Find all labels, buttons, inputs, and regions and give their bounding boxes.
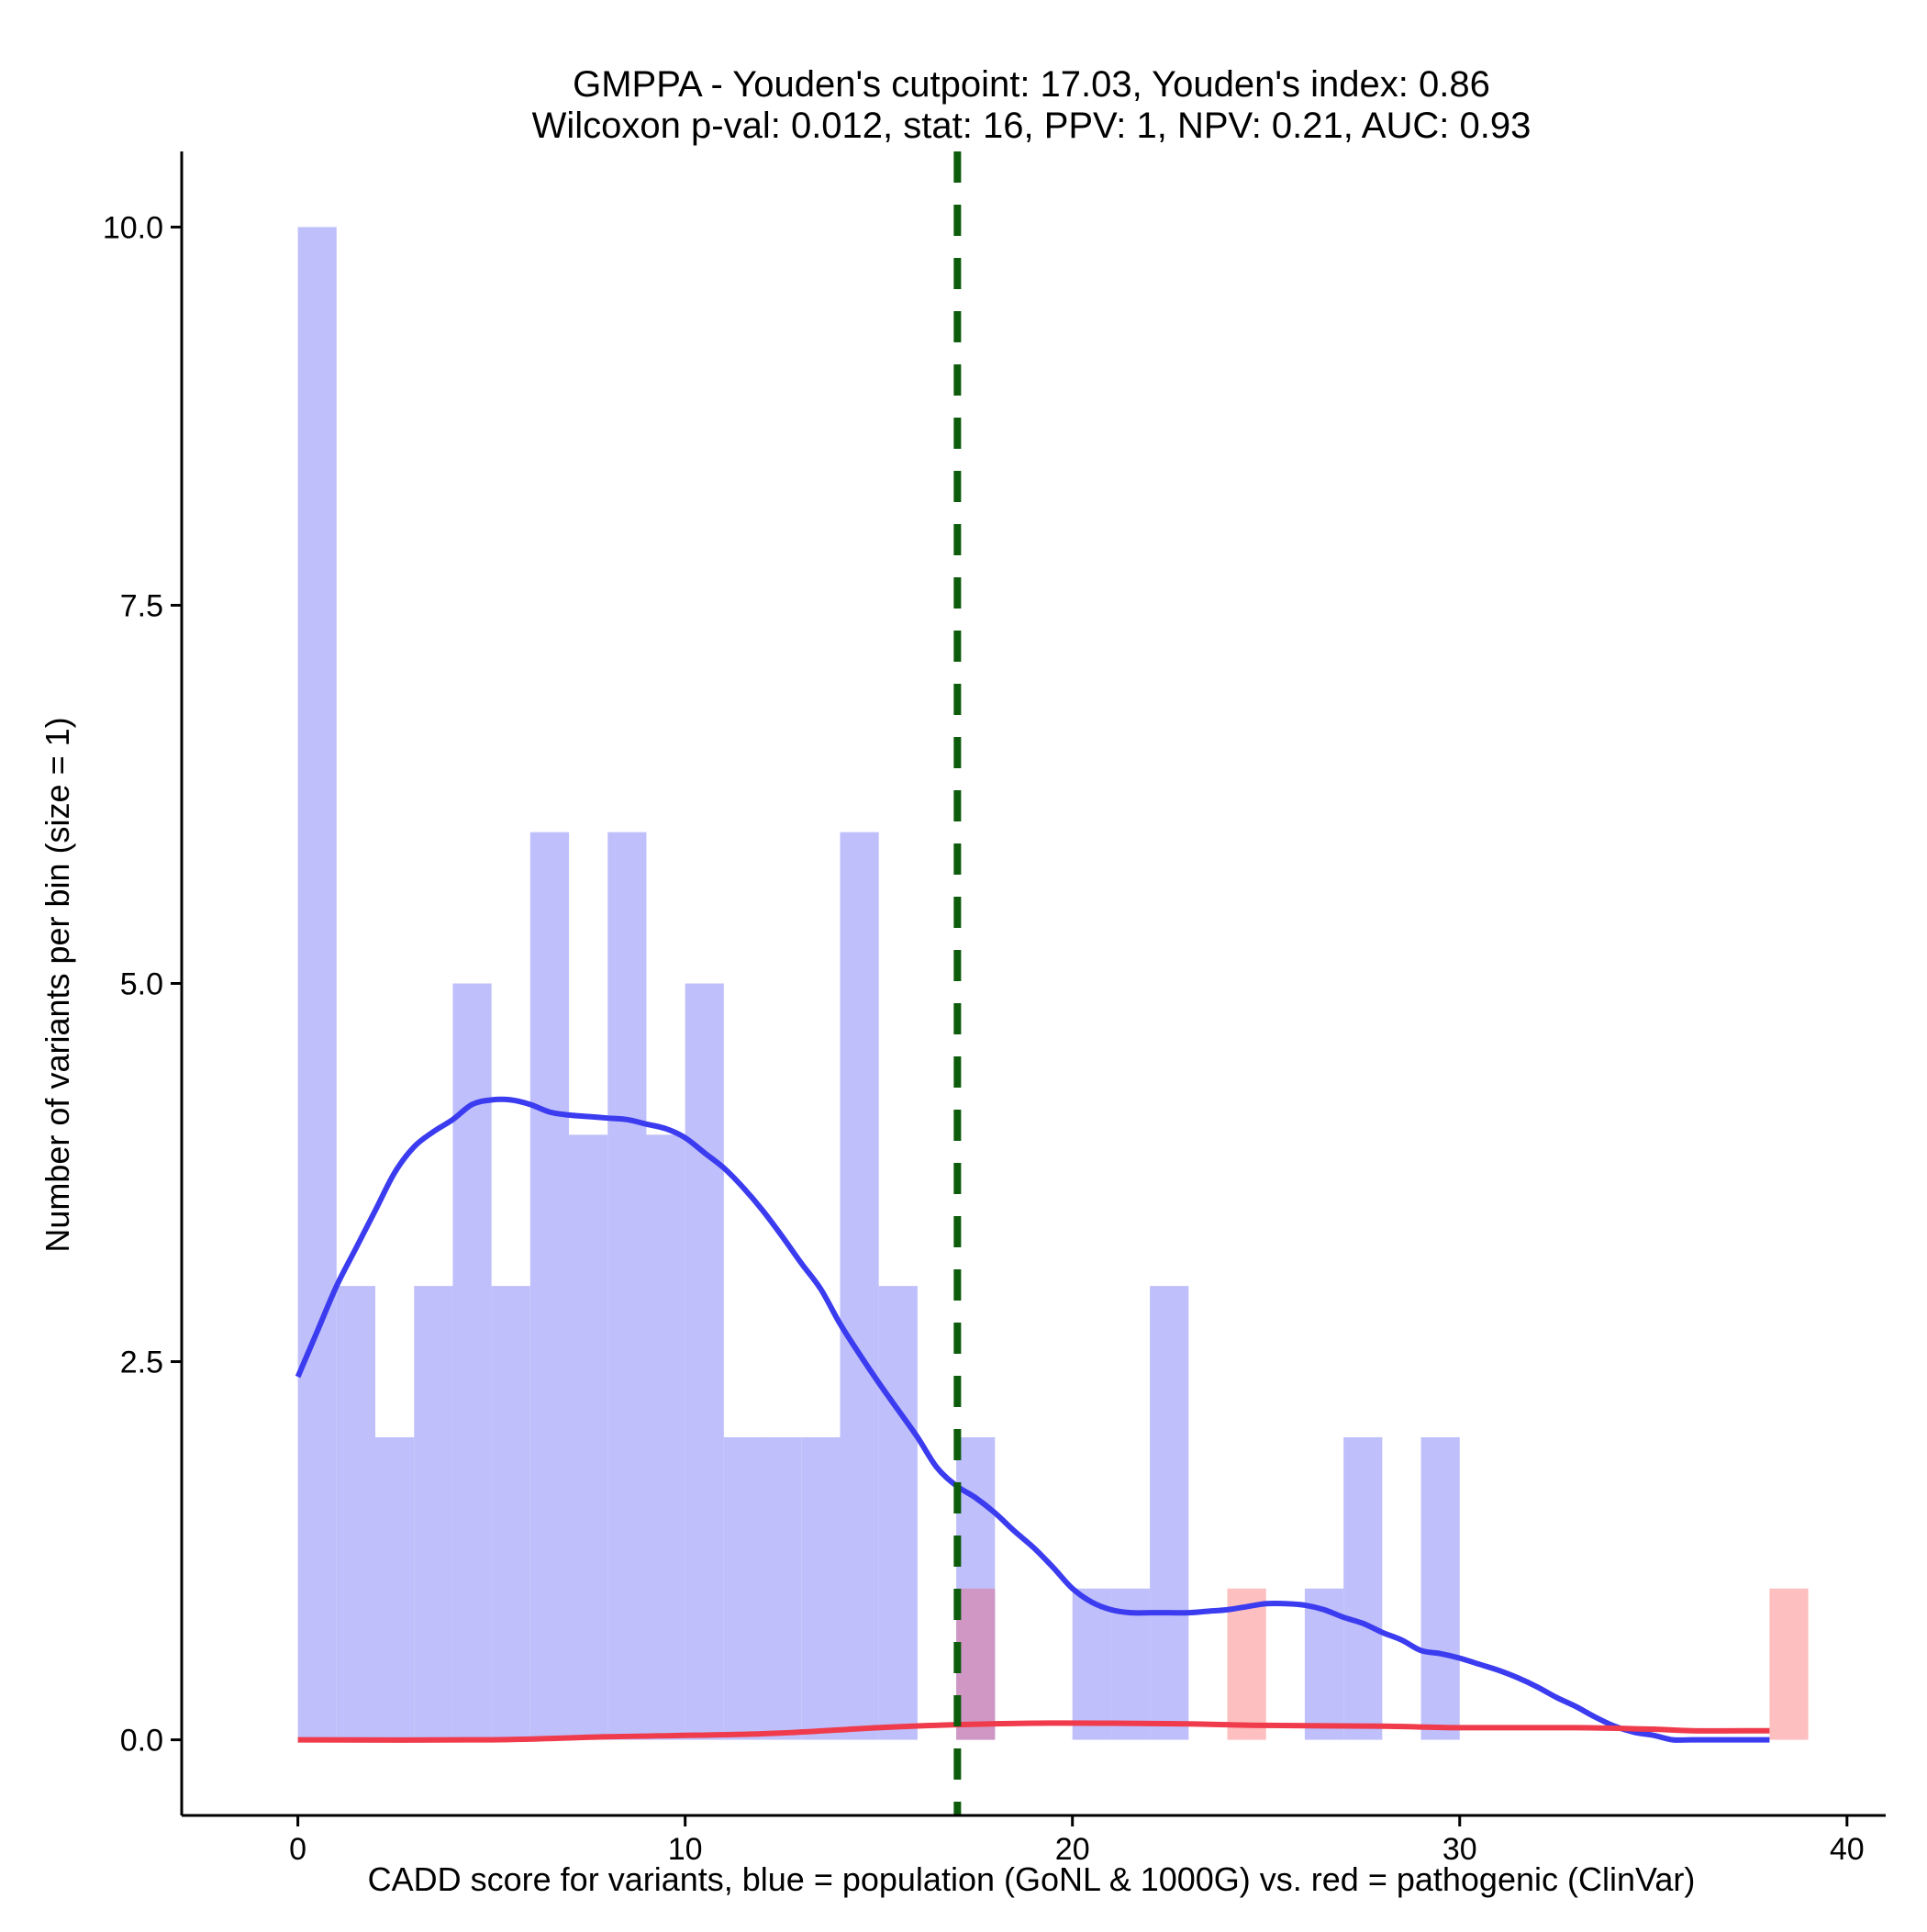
population-bar bbox=[685, 983, 724, 1740]
chart-title-line-2: Wilcoxon p-val: 0.012, stat: 16, PPV: 1,… bbox=[532, 106, 1532, 146]
population-bar bbox=[1343, 1436, 1383, 1740]
density-curves bbox=[295, 1096, 1770, 1743]
population-bar bbox=[569, 1134, 608, 1740]
population-bar bbox=[529, 832, 570, 1740]
y-tick-label: 0.0 bbox=[120, 1724, 163, 1759]
population-bar bbox=[1420, 1436, 1460, 1740]
population-bar bbox=[452, 983, 492, 1740]
population-bar bbox=[297, 227, 337, 1740]
x-tick-label: 40 bbox=[1830, 1832, 1865, 1867]
pathogenic-bar bbox=[956, 1588, 996, 1740]
population-bar bbox=[763, 1436, 802, 1740]
pathogenic-bar bbox=[1769, 1588, 1809, 1740]
pathogenic-bar bbox=[1227, 1588, 1266, 1740]
population-bar bbox=[607, 832, 647, 1740]
histogram-bars bbox=[297, 227, 1809, 1740]
y-tick-label: 10.0 bbox=[103, 210, 163, 245]
population-bar bbox=[1072, 1588, 1111, 1740]
x-tick-label: 10 bbox=[668, 1832, 703, 1867]
x-axis-title: CADD score for variants, blue = populati… bbox=[368, 1860, 1696, 1898]
population-bar bbox=[491, 1286, 530, 1740]
y-tick-label: 5.0 bbox=[120, 967, 163, 1002]
pathogenic-density-line bbox=[297, 1720, 1770, 1743]
population-bar bbox=[878, 1286, 918, 1740]
axes: 0.0 2.5 5.0 7.5 10.0 0 10 20 30 40 bbox=[103, 151, 1886, 1867]
y-axis-title: Number of variants per bin (size = 1) bbox=[39, 717, 76, 1252]
population-bar bbox=[375, 1436, 415, 1740]
chart-title-line-1: GMPPA - Youden's cutpoint: 17.03, Youden… bbox=[573, 64, 1490, 105]
population-bar bbox=[414, 1286, 453, 1740]
population-bar bbox=[723, 1436, 763, 1740]
population-bar bbox=[801, 1436, 841, 1740]
y-tick-label: 7.5 bbox=[120, 588, 163, 623]
population-bar bbox=[336, 1286, 376, 1740]
population-density-line bbox=[295, 1096, 1770, 1743]
population-bar bbox=[840, 832, 879, 1740]
population-bar bbox=[646, 1134, 685, 1740]
population-bar bbox=[1150, 1286, 1189, 1740]
x-tick-label: 20 bbox=[1055, 1832, 1090, 1867]
y-tick-label: 2.5 bbox=[120, 1346, 163, 1380]
x-tick-label: 30 bbox=[1442, 1832, 1477, 1867]
x-tick-label: 0 bbox=[289, 1832, 306, 1867]
